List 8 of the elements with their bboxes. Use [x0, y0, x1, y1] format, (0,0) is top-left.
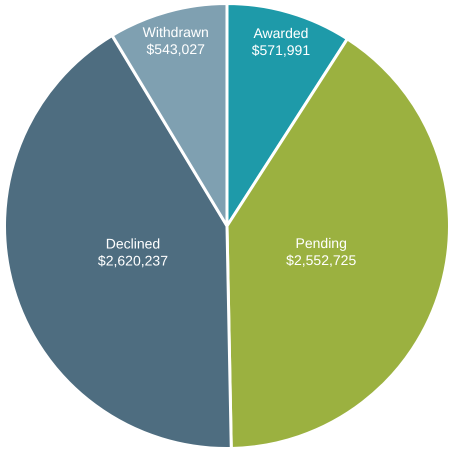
- data-label: $571,991: [252, 42, 310, 58]
- data-label: $543,027: [146, 41, 206, 58]
- data-label: $2,620,237: [98, 252, 168, 269]
- data-label: $2,552,725: [286, 252, 356, 268]
- slice-label: Declined: [106, 236, 160, 252]
- slice-label: Awarded: [253, 24, 308, 41]
- slice-label: Withdrawn: [142, 24, 209, 40]
- slice-label: Pending: [295, 235, 347, 252]
